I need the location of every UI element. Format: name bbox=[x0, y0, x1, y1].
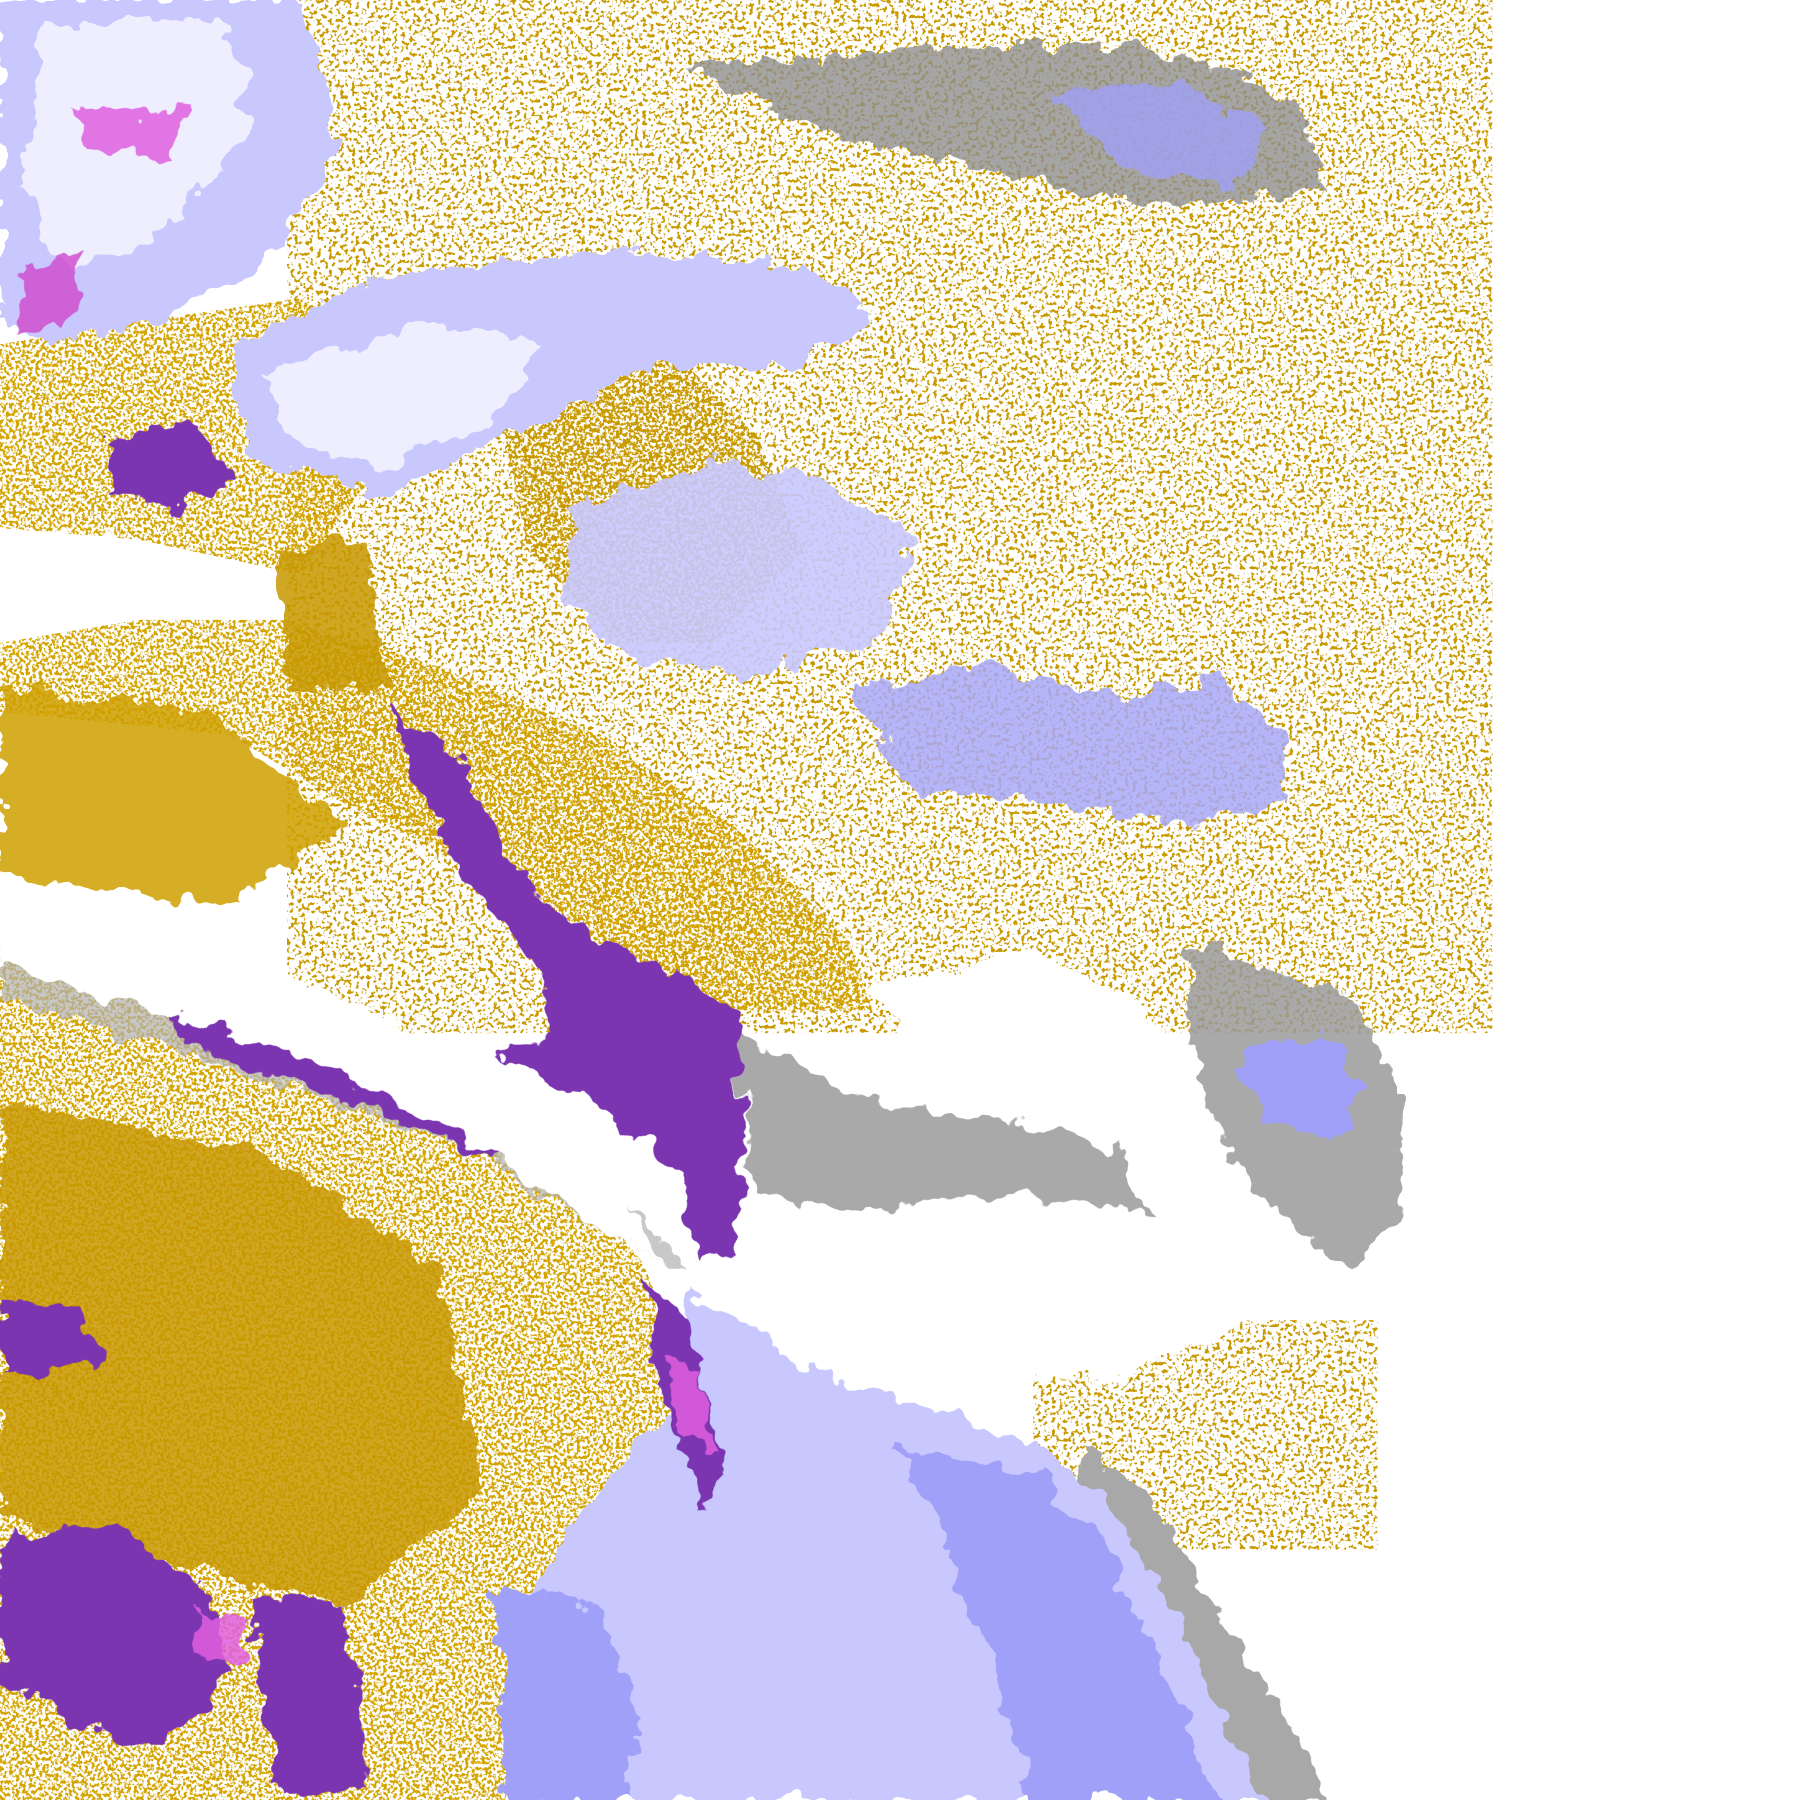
clear-area-east bbox=[872, 952, 1194, 1148]
purple-patch-bottom-left bbox=[0, 1526, 230, 1745]
periwinkle-sheet-southwest bbox=[493, 1584, 643, 1800]
solid-gold-patches bbox=[0, 539, 483, 1608]
purple-patch-northwest bbox=[103, 424, 230, 517]
clear-area-southeast bbox=[803, 1193, 1286, 1378]
gray-band-southwest bbox=[0, 941, 689, 1275]
gray-rim-south bbox=[1079, 1446, 1332, 1800]
periwinkle-sheet-south bbox=[895, 1446, 1217, 1800]
pale-cloud-central bbox=[264, 321, 540, 471]
periwinkle-north bbox=[1056, 80, 1263, 184]
cloud-cluster-center bbox=[562, 459, 919, 678]
magenta-patch-south bbox=[195, 1607, 253, 1665]
magenta-patch-coast bbox=[665, 1354, 712, 1447]
magenta-patch-northwest bbox=[68, 103, 184, 161]
purple-band-main bbox=[390, 711, 747, 1263]
purple-patch-west bbox=[0, 1297, 104, 1378]
periwinkle-cluster-east bbox=[849, 665, 1286, 827]
clear-area-far-east bbox=[1503, 0, 1800, 1800]
magenta-patch-west bbox=[11, 252, 81, 333]
magenta-cloud-region bbox=[11, 103, 712, 1665]
gold-patch bbox=[275, 539, 391, 689]
gold-patch bbox=[0, 1102, 483, 1608]
periwinkle-cloud-east bbox=[1239, 1033, 1367, 1137]
gray-cloud-east bbox=[734, 1033, 1148, 1217]
clear-channel-southwest bbox=[0, 918, 666, 1263]
gold-patch bbox=[0, 688, 345, 907]
purple-strip-south bbox=[252, 1595, 368, 1791]
clear-area-west bbox=[22, 528, 138, 620]
